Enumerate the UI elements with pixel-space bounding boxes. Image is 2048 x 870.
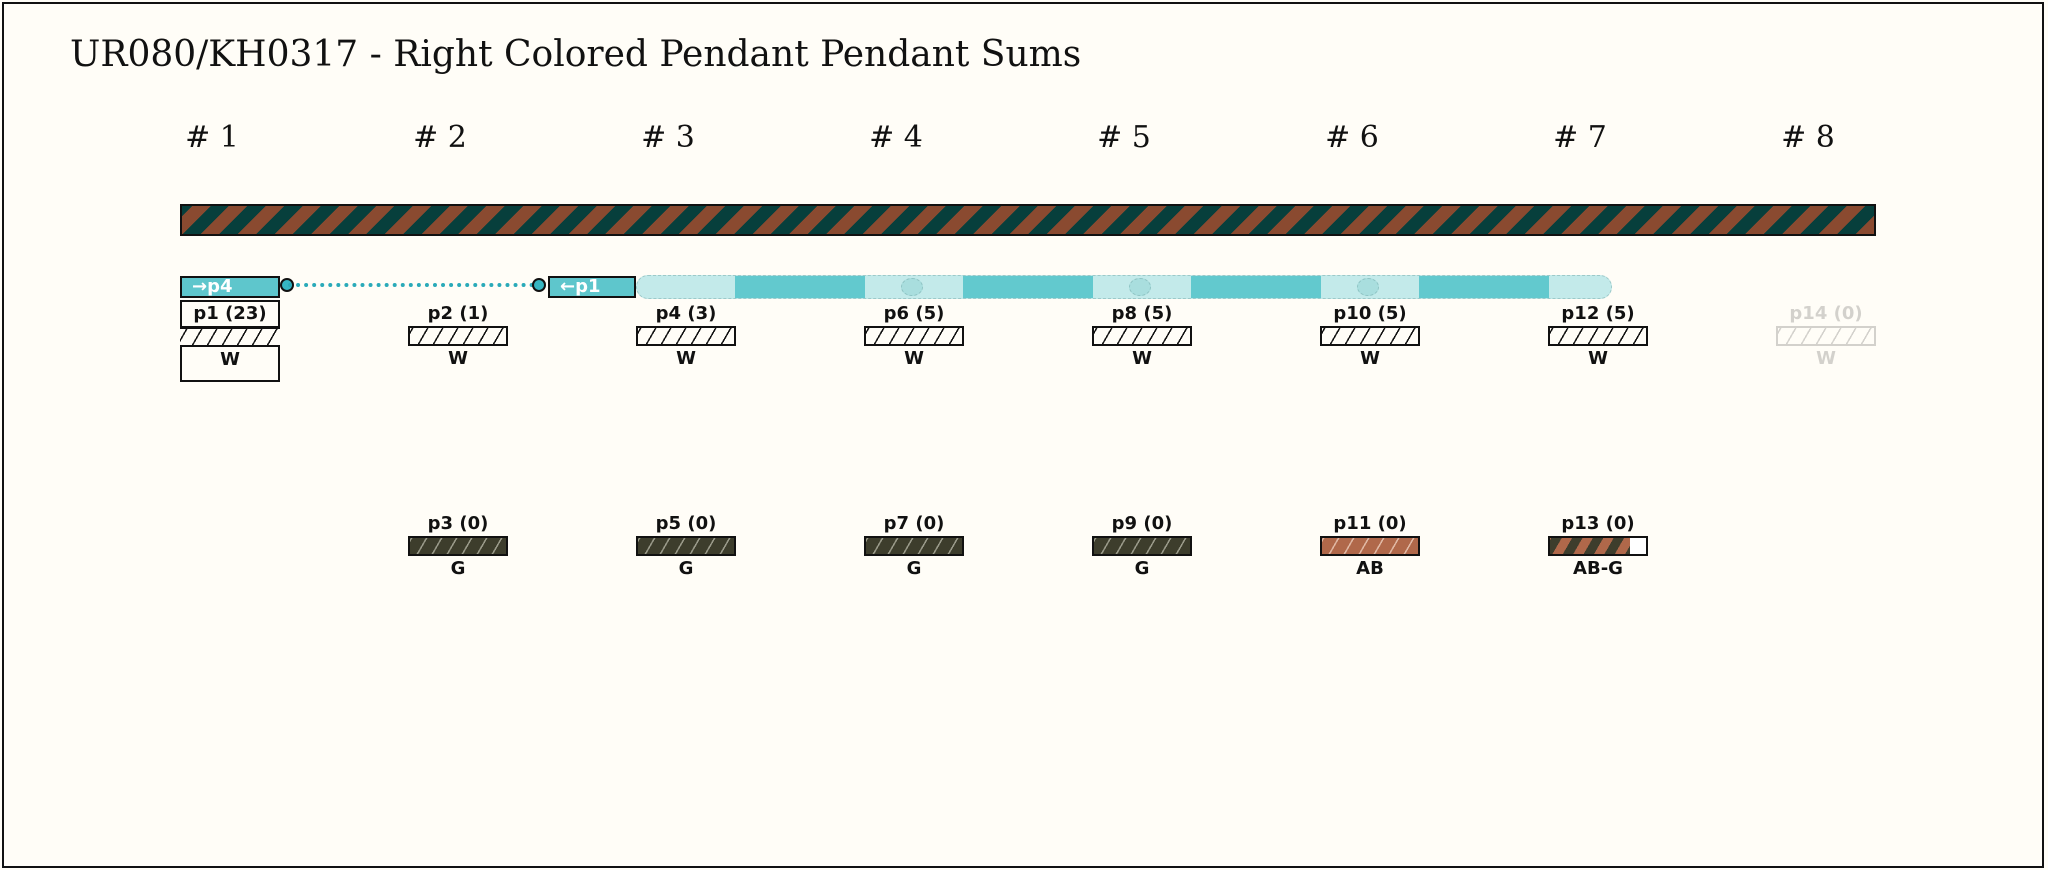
pendant-p2[interactable]: p2 (1) W xyxy=(408,302,508,372)
pendant-color-swatch xyxy=(1548,536,1648,556)
pendant-label: p14 (0) xyxy=(1789,303,1863,324)
pendant-p6[interactable]: p6 (5) W xyxy=(864,302,964,372)
pendant-color-code: W xyxy=(676,348,696,369)
sum-band-segment xyxy=(735,276,865,298)
pendant-color-swatch xyxy=(864,326,964,346)
pendant-color-swatch xyxy=(864,536,964,556)
pendant-color-code: W xyxy=(1132,348,1152,369)
pendant-color-code: W xyxy=(1360,348,1380,369)
link-end-dot xyxy=(532,278,546,292)
pendant-p14[interactable]: p14 (0) W xyxy=(1776,302,1876,372)
pendant-color-swatch xyxy=(636,326,736,346)
primary-cord xyxy=(180,204,1876,236)
group-label-8: # 8 xyxy=(1781,120,1835,155)
pendant-color-code: G xyxy=(1134,558,1150,579)
pendant-color-swatch xyxy=(636,536,736,556)
pendant-color-code: G xyxy=(678,558,694,579)
link-connector xyxy=(288,283,542,287)
pendant-label: p3 (0) xyxy=(427,513,489,534)
pendant-label: p11 (0) xyxy=(1333,513,1407,534)
pendant-p12[interactable]: p12 (5) W xyxy=(1548,302,1648,372)
page-title: UR080/KH0317 - Right Colored Pendant Pen… xyxy=(70,34,1082,75)
pendant-p4[interactable]: p4 (3) W xyxy=(636,302,736,372)
pendant-p9[interactable]: p9 (0) G xyxy=(1092,512,1192,582)
pendant-p7[interactable]: p7 (0) G xyxy=(864,512,964,582)
group-label-6: # 6 xyxy=(1325,120,1379,155)
link-tag-to-p4[interactable]: →p4 xyxy=(180,276,280,298)
pendant-color-code: AB xyxy=(1356,558,1384,579)
group-label-2: # 2 xyxy=(413,120,467,155)
group-label-1: # 1 xyxy=(185,120,239,155)
pendant-color-swatch xyxy=(408,536,508,556)
pendant-color-swatch xyxy=(180,327,280,347)
sum-band-knot xyxy=(901,278,923,296)
pendant-p3[interactable]: p3 (0) G xyxy=(408,512,508,582)
pendant-label: p7 (0) xyxy=(883,513,945,534)
pendant-color-swatch xyxy=(1776,326,1876,346)
swatch-white-end xyxy=(1630,538,1646,554)
pendant-label: p6 (5) xyxy=(883,303,945,324)
link-tag-to-p1[interactable]: ←p1 xyxy=(548,276,636,298)
pendant-color-swatch xyxy=(1092,326,1192,346)
pendant-label: p5 (0) xyxy=(655,513,717,534)
pendant-color-code: AB-G xyxy=(1573,558,1623,579)
pendant-label: p12 (5) xyxy=(1561,303,1635,324)
pendant-label: p4 (3) xyxy=(655,303,717,324)
sum-band-segment xyxy=(963,276,1093,298)
pendant-color-swatch xyxy=(1548,326,1648,346)
sum-band-segment xyxy=(1419,276,1549,298)
pendant-label: p10 (5) xyxy=(1333,303,1407,324)
pendant-p5[interactable]: p5 (0) G xyxy=(636,512,736,582)
pendant-p13[interactable]: p13 (0) AB-G xyxy=(1548,512,1648,582)
pendant-color-swatch xyxy=(408,326,508,346)
sum-band-knot xyxy=(1129,278,1151,296)
sum-band-knot xyxy=(1357,278,1379,296)
pendant-color-code: W xyxy=(448,348,468,369)
pendant-p10[interactable]: p10 (5) W xyxy=(1320,302,1420,372)
pendant-color-code: G xyxy=(906,558,922,579)
sum-band-segment xyxy=(1191,276,1321,298)
pendant-color-code: G xyxy=(450,558,466,579)
pendant-p8[interactable]: p8 (5) W xyxy=(1092,302,1192,372)
pendant-label: p13 (0) xyxy=(1561,513,1635,534)
pendant-color-swatch xyxy=(1320,326,1420,346)
pendant-color-swatch xyxy=(1092,536,1192,556)
group-label-5: # 5 xyxy=(1097,120,1151,155)
group-label-3: # 3 xyxy=(641,120,695,155)
pendant-label: p8 (5) xyxy=(1111,303,1173,324)
pendant-label: p1 (23) xyxy=(180,302,280,327)
pendant-color-code: W xyxy=(904,348,924,369)
pendant-label: p9 (0) xyxy=(1111,513,1173,534)
pendant-p1[interactable]: p1 (23) W xyxy=(180,302,280,373)
pendant-sum-band xyxy=(636,275,1612,299)
pendant-color-code: W xyxy=(220,349,240,370)
pendant-p11[interactable]: p11 (0) AB xyxy=(1320,512,1420,582)
group-label-4: # 4 xyxy=(869,120,923,155)
group-label-7: # 7 xyxy=(1553,120,1607,155)
pendant-color-swatch xyxy=(1320,536,1420,556)
pendant-color-code: W xyxy=(1588,348,1608,369)
pendant-label: p2 (1) xyxy=(427,303,489,324)
pendant-color-code: W xyxy=(1816,348,1836,369)
